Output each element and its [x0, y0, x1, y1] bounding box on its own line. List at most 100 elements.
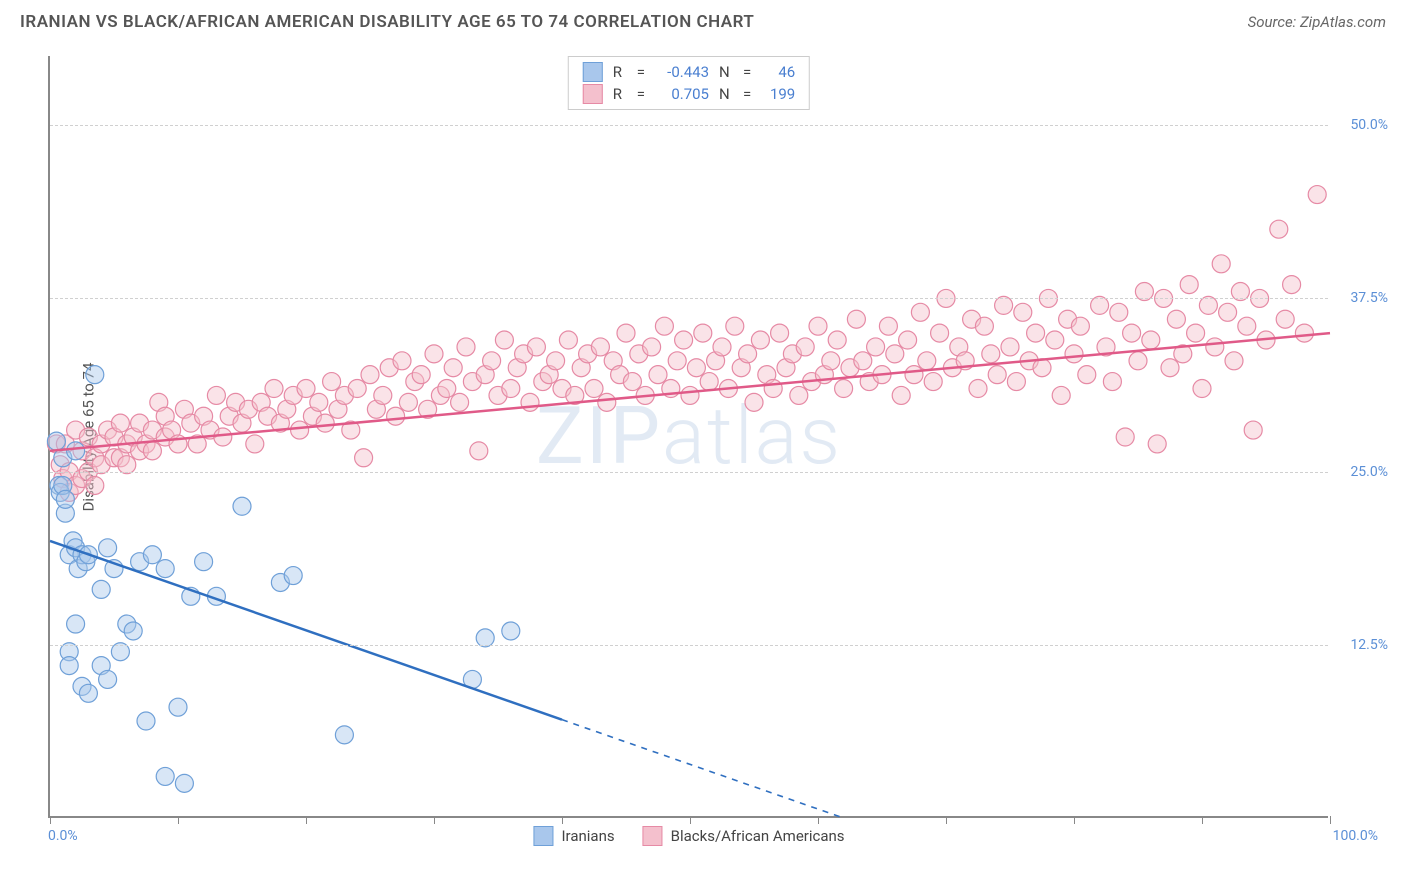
legend-label-iranians: Iranians [561, 827, 614, 845]
scatter-point [809, 317, 827, 335]
legend-bottom: Iranians Blacks/African Americans [533, 826, 844, 846]
y-tick-label: 12.5% [1350, 637, 1388, 653]
scatter-point [886, 345, 904, 363]
scatter-point [1065, 345, 1083, 363]
scatter-point [451, 393, 469, 411]
scatter-point [1193, 380, 1211, 398]
x-axis-min-label: 0.0% [48, 828, 78, 844]
x-axis-max-label: 100.0% [1333, 828, 1378, 844]
y-tick-label: 25.0% [1350, 464, 1388, 480]
scatter-point [713, 338, 731, 356]
scatter-point [265, 380, 283, 398]
scatter-point [335, 726, 353, 744]
scatter-point [975, 317, 993, 335]
scatter-point [483, 352, 501, 370]
scatter-point [681, 386, 699, 404]
scatter-point [1225, 352, 1243, 370]
scatter-point [79, 684, 97, 702]
scatter-point [559, 331, 577, 349]
scatter-point [527, 338, 545, 356]
scatter-point [790, 386, 808, 404]
scatter-point [1308, 186, 1326, 204]
scatter-point [1110, 303, 1128, 321]
scatter-point [1116, 428, 1134, 446]
chart-source: Source: ZipAtlas.com [1248, 13, 1386, 31]
scatter-point [1295, 324, 1313, 342]
stats-box: R = -0.443 N = 46 R = 0.705 N = 199 [568, 56, 810, 110]
scatter-point [86, 366, 104, 384]
scatter-point [1078, 366, 1096, 384]
scatter-point [444, 359, 462, 377]
scatter-point [796, 338, 814, 356]
scatter-point [1027, 324, 1045, 342]
stats-eq: = [743, 85, 751, 103]
scatter-point [1187, 324, 1205, 342]
x-tick [1202, 816, 1203, 824]
scatter-point [291, 421, 309, 439]
stats-n-label: N [719, 63, 733, 81]
scatter-point [56, 490, 74, 508]
legend-swatch-pink [643, 826, 663, 846]
scatter-point [1167, 310, 1185, 328]
scatter-point [175, 774, 193, 792]
scatter-point [502, 622, 520, 640]
scatter-point [700, 373, 718, 391]
scatter-point [911, 303, 929, 321]
scatter-point [1270, 220, 1288, 238]
stats-eq: = [743, 63, 751, 81]
gridline [50, 125, 1328, 126]
scatter-point [214, 428, 232, 446]
scatter-point [726, 317, 744, 335]
scatter-point [387, 407, 405, 425]
scatter-point [623, 373, 641, 391]
scatter-point [323, 373, 341, 391]
scatter-point [111, 414, 129, 432]
stats-row-blacks: R = 0.705 N = 199 [583, 83, 795, 105]
x-tick [818, 816, 819, 824]
scatter-point [233, 497, 251, 515]
stats-eq: = [637, 85, 645, 103]
scatter-point [828, 331, 846, 349]
scatter-point [892, 386, 910, 404]
scatter-point [649, 366, 667, 384]
scatter-point [969, 380, 987, 398]
scatter-point [931, 324, 949, 342]
scatter-point [195, 553, 213, 571]
scatter-point [457, 338, 475, 356]
scatter-point [1033, 359, 1051, 377]
scatter-point [1052, 386, 1070, 404]
scatter-point [751, 331, 769, 349]
scatter-point [1007, 373, 1025, 391]
x-tick [1074, 816, 1075, 824]
stats-r-label: R [613, 63, 627, 81]
scatter-point [425, 345, 443, 363]
scatter-point [207, 386, 225, 404]
scatter-point [374, 386, 392, 404]
scatter-point [361, 366, 379, 384]
scatter-point [617, 324, 635, 342]
scatter-point [835, 380, 853, 398]
scatter-point [847, 310, 865, 328]
legend-swatch-blue [533, 826, 553, 846]
scatter-point [1071, 317, 1089, 335]
scatter-point [393, 352, 411, 370]
stats-r-val-blacks: 0.705 [655, 85, 709, 103]
stats-eq: = [637, 63, 645, 81]
scatter-point [521, 393, 539, 411]
regression-line-dashed [562, 720, 844, 818]
scatter-point [899, 331, 917, 349]
stats-row-iranians: R = -0.443 N = 46 [583, 61, 795, 83]
scatter-point [1142, 331, 1160, 349]
scatter-point [67, 615, 85, 633]
stats-n-val-blacks: 199 [761, 85, 795, 103]
scatter-point [745, 393, 763, 411]
stats-r-label: R [613, 85, 627, 103]
scatter-point [547, 352, 565, 370]
scatter-point [1123, 324, 1141, 342]
scatter-point [156, 560, 174, 578]
scatter-point [1001, 338, 1019, 356]
scatter-point [502, 380, 520, 398]
chart-container: Disability Age 65 to 74 ZIPatlas R = -0.… [48, 56, 1328, 818]
scatter-point [867, 338, 885, 356]
scatter-point [1283, 276, 1301, 294]
